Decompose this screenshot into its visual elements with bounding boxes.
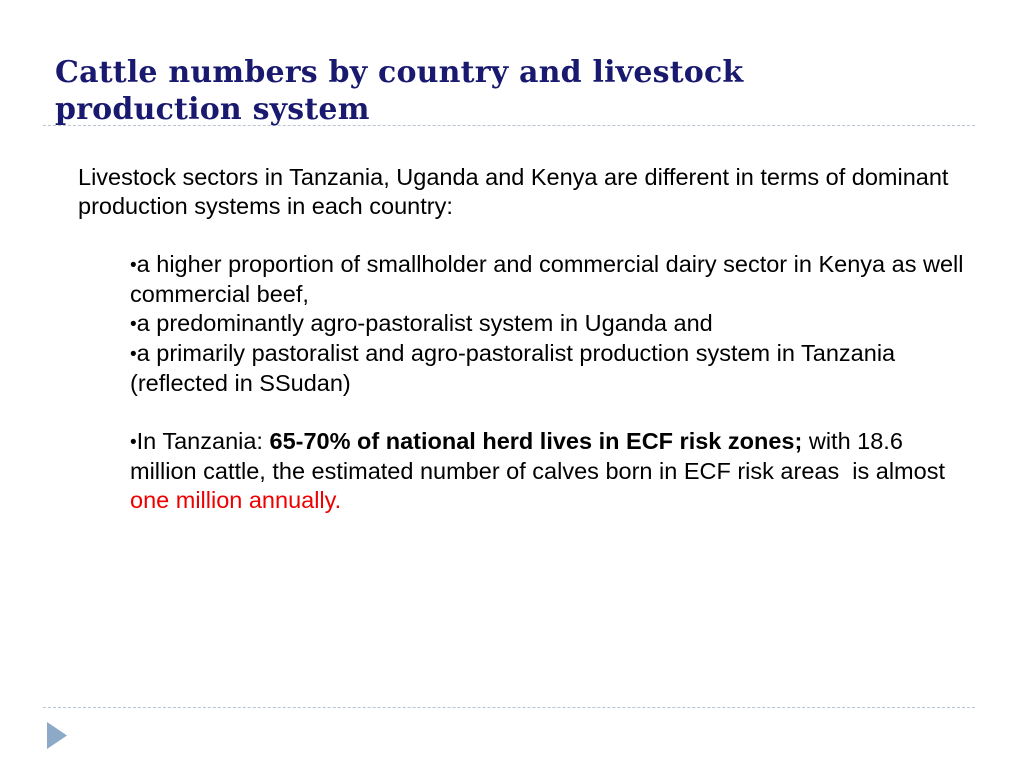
slide-body: Livestock sectors in Tanzania, Uganda an…: [78, 163, 978, 515]
title-block: Cattle numbers by country and livestock …: [55, 54, 845, 128]
bullet-icon: •: [130, 314, 137, 335]
highlight-lead-text: In Tanzania:: [136, 428, 270, 454]
list-item: •a predominantly agro-pastoralist system…: [130, 309, 975, 339]
highlight-red-text: one million annually.: [130, 487, 342, 513]
footer-divider-rule: [43, 707, 975, 708]
list-item-label: a higher proportion of smallholder and c…: [130, 251, 971, 307]
paragraph-spacer-1: [78, 221, 978, 250]
list-item-highlight: •In Tanzania: 65-70% of national herd li…: [130, 427, 975, 515]
list-item: •a higher proportion of smallholder and …: [130, 250, 975, 309]
title-divider-rule: [43, 125, 975, 126]
bullet-list: •a higher proportion of smallholder and …: [130, 250, 975, 515]
list-item-label: a primarily pastoralist and agro-pastora…: [130, 340, 909, 396]
bullet-icon: •: [130, 255, 137, 276]
intro-paragraph: Livestock sectors in Tanzania, Uganda an…: [78, 164, 955, 219]
page-title: Cattle numbers by country and livestock …: [55, 55, 744, 127]
play-triangle-icon: [46, 722, 68, 749]
bullet-icon: •: [130, 432, 137, 453]
list-item: •a primarily pastoralist and agro-pastor…: [130, 339, 975, 398]
list-item-label: a predominantly agro-pastoralist system …: [136, 310, 713, 336]
bullet-icon: •: [130, 344, 137, 365]
paragraph-spacer-2: [130, 398, 975, 427]
highlight-middle-text: with 18.6 million cattle, the estimated …: [130, 428, 952, 484]
highlight-bold-text: 65-70% of national herd lives in ECF ris…: [269, 428, 803, 454]
